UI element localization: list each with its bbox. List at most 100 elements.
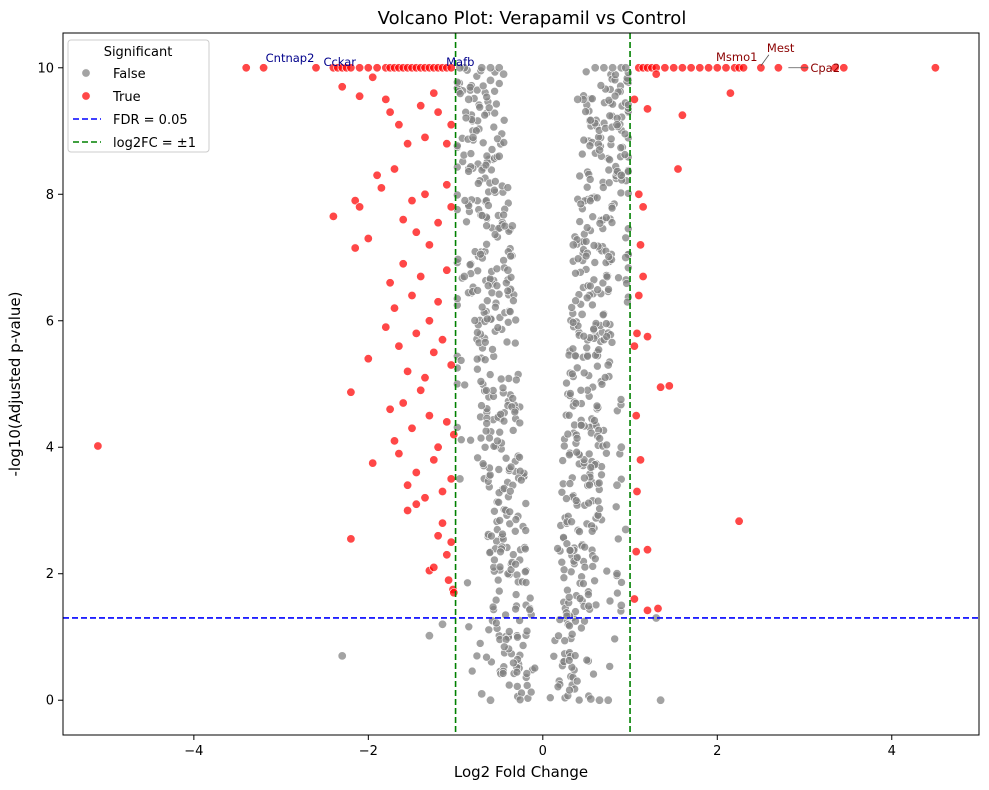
nonsig-cloud-point <box>605 155 614 164</box>
nonsig-cloud-point <box>567 517 576 527</box>
legend-marker <box>81 91 91 101</box>
nonsig-cloud-point <box>576 385 586 395</box>
nonsig-cloud-point <box>518 641 528 650</box>
significant-point <box>651 69 661 79</box>
nonsig-cloud-point <box>505 519 515 529</box>
nonsig-cloud-point <box>513 632 522 642</box>
nonsig-cloud-point <box>584 498 593 508</box>
nonsignificant-point <box>603 360 613 370</box>
nonsignificant-point <box>621 524 631 534</box>
nonsig-cloud-point <box>576 420 586 430</box>
nonsig-cloud-point <box>491 618 501 628</box>
significant-point <box>389 303 399 313</box>
nonsig-cloud-point <box>456 435 466 445</box>
nonsig-cloud-point <box>575 171 585 181</box>
nonsig-cloud-point <box>516 475 526 485</box>
significant-point <box>411 499 421 509</box>
nonsig-cloud-point <box>588 212 598 221</box>
nonsig-cloud-point <box>584 590 593 599</box>
nonsignificant-point <box>616 170 626 180</box>
significant-point <box>311 63 321 73</box>
significant-point <box>372 170 382 180</box>
nonsig-cloud-point <box>488 345 497 354</box>
nonsig-cloud-point <box>483 281 493 291</box>
significant-point <box>416 101 426 111</box>
nonsignificant-point <box>594 695 604 705</box>
gene-label: Cntnap2 <box>266 51 315 65</box>
nonsig-cloud-point <box>480 110 490 120</box>
significant-point <box>629 341 639 351</box>
nonsignificant-point <box>568 240 578 250</box>
nonsig-cloud-point <box>564 410 574 420</box>
significant-point <box>642 545 652 555</box>
nonsig-cloud-point <box>488 602 498 612</box>
nonsig-cloud-point <box>604 252 614 261</box>
nonsig-cloud-point <box>503 286 513 296</box>
nonsig-cloud-point <box>472 354 482 364</box>
nonsig-cloud-point <box>511 515 521 524</box>
significant-point <box>416 385 426 395</box>
nonsig-cloud-point <box>584 601 594 611</box>
legend-entry-label: FDR = 0.05 <box>113 113 188 128</box>
significant-point <box>446 120 456 130</box>
nonsig-cloud-point <box>617 578 626 587</box>
nonsig-cloud-point <box>571 496 581 505</box>
nonsignificant-point <box>477 689 487 699</box>
nonsig-cloud-point <box>622 279 631 288</box>
y-tick-label: 6 <box>46 314 54 329</box>
significant-point <box>368 72 378 82</box>
nonsig-cloud-point <box>598 278 608 288</box>
significant-point <box>394 341 404 351</box>
nonsig-cloud-point <box>504 374 514 383</box>
gene-label: Mafb <box>446 55 474 69</box>
nonsig-cloud-point <box>579 331 589 341</box>
nonsig-cloud-point <box>484 103 494 113</box>
nonsig-cloud-point <box>466 149 476 158</box>
nonsig-cloud-point <box>494 79 504 88</box>
nonsig-cloud-point <box>495 516 505 525</box>
nonsig-cloud-point <box>487 165 496 175</box>
significant-point <box>442 180 452 190</box>
nonsig-cloud-point <box>590 554 600 564</box>
nonsig-cloud-point <box>579 135 589 145</box>
nonsig-cloud-point <box>559 565 569 575</box>
nonsig-cloud-point <box>482 419 492 428</box>
nonsig-cloud-point <box>616 143 626 152</box>
significant-point <box>433 218 443 228</box>
significant-point <box>695 63 705 73</box>
nonsig-cloud-point <box>503 183 513 192</box>
significant-point <box>721 63 731 73</box>
significant-point <box>93 441 103 451</box>
nonsig-cloud-point <box>585 480 594 490</box>
nonsig-cloud-point <box>579 579 588 588</box>
nonsig-cloud-point <box>570 651 580 660</box>
nonsig-cloud-point <box>482 296 492 306</box>
significant-point <box>442 265 452 275</box>
nonsig-cloud-point <box>512 667 522 677</box>
nonsig-cloud-point <box>557 487 567 497</box>
significant-point <box>433 107 443 117</box>
nonsig-cloud-point <box>493 323 503 332</box>
y-tick-label: 2 <box>46 567 54 582</box>
nonsig-cloud-point <box>501 635 511 644</box>
nonsig-cloud-point <box>506 462 516 472</box>
nonsig-cloud-point <box>473 453 482 463</box>
significant-point <box>389 164 399 174</box>
nonsig-cloud-point <box>571 268 580 278</box>
significant-point <box>385 107 395 117</box>
nonsignificant-point <box>590 63 600 73</box>
x-axis-title: Log2 Fold Change <box>454 763 588 781</box>
significant-point <box>424 240 434 250</box>
significant-point <box>442 550 452 560</box>
nonsig-cloud-point <box>607 218 617 227</box>
nonsig-cloud-point <box>500 221 510 231</box>
annotation-leader-line <box>760 54 770 67</box>
nonsignificant-point <box>494 151 504 161</box>
x-tick-label: −4 <box>184 744 203 759</box>
nonsig-cloud-point <box>610 634 620 644</box>
nonsig-cloud-point <box>562 494 571 503</box>
significant-point <box>664 381 674 391</box>
x-tick-label: 2 <box>713 744 721 759</box>
significant-point <box>642 104 652 114</box>
significant-point <box>442 417 452 427</box>
